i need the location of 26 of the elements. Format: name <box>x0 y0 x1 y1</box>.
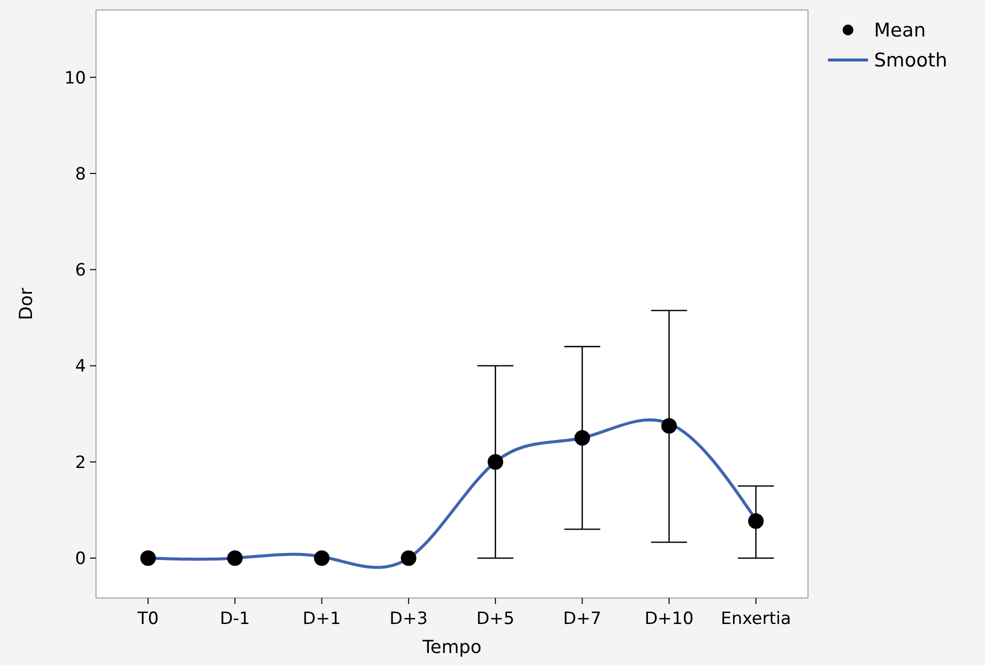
x-tick-label: D+3 <box>390 609 428 629</box>
point <box>488 454 504 470</box>
x-tick-label: D-1 <box>220 609 250 629</box>
point <box>314 550 330 566</box>
legend-label: Mean <box>874 20 926 42</box>
x-tick-label: Enxertia <box>720 609 792 629</box>
point <box>227 550 243 566</box>
y-tick-label: 8 <box>75 164 86 184</box>
x-tick-label: D+5 <box>476 609 514 629</box>
point <box>140 550 156 566</box>
x-tick-label: D+10 <box>644 609 694 629</box>
y-tick-label: 6 <box>75 260 86 281</box>
point <box>574 430 590 446</box>
legend-label: Smooth <box>874 50 948 72</box>
x-axis-title: Tempo <box>422 637 482 658</box>
y-axis-title: Dor <box>16 287 37 320</box>
point <box>661 418 677 434</box>
y-tick-label: 0 <box>75 549 86 570</box>
y-tick-label: 2 <box>75 452 86 473</box>
x-tick-label: D+1 <box>302 609 341 629</box>
point <box>748 513 764 529</box>
x-tick-label: T0 <box>136 609 159 629</box>
point <box>400 550 416 566</box>
y-tick-label: 10 <box>64 68 86 88</box>
x-tick-label: D+7 <box>563 609 602 629</box>
y-tick-label: 4 <box>75 356 86 377</box>
